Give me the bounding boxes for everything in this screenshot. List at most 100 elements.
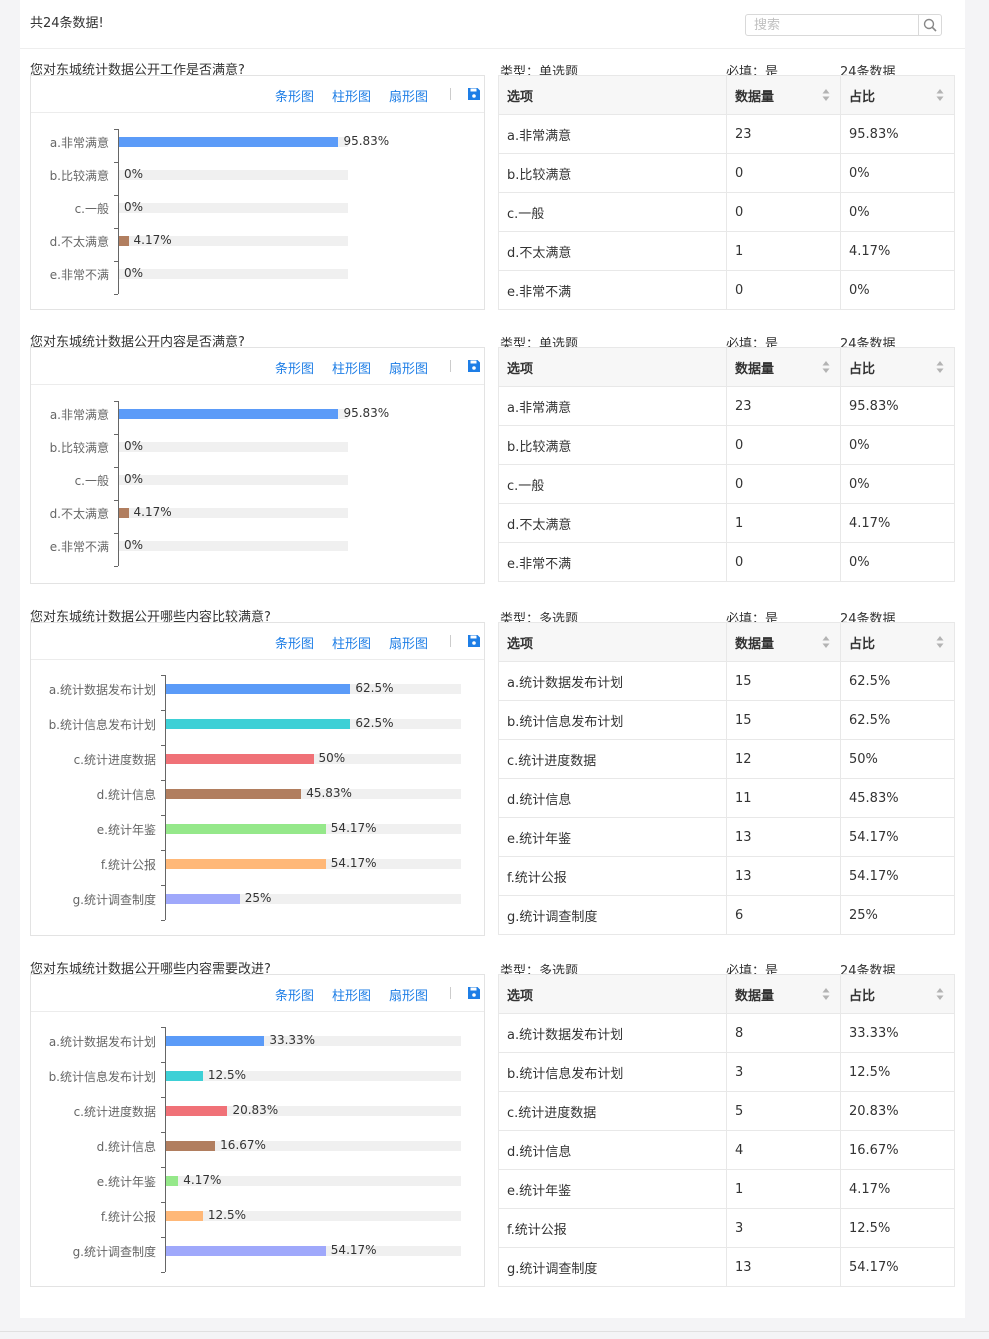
save-icon — [468, 88, 480, 100]
count-column-header[interactable]: 数据量 — [727, 975, 841, 1013]
axis-tick — [161, 744, 165, 746]
bar — [166, 1071, 203, 1081]
percent-column-header[interactable]: 占比 — [841, 623, 954, 661]
bar-category-label: c.一般 — [74, 202, 109, 216]
table-row: c.统计进度数据 5 20.83% — [499, 1092, 954, 1131]
download-chart-button[interactable] — [467, 633, 481, 647]
bar-category-label: c.统计进度数据 — [73, 753, 156, 767]
bar-value-label: 95.83% — [343, 134, 390, 148]
pie-chart-tab[interactable]: 扇形图 — [389, 90, 429, 105]
question-section: 您对东城统计数据公开哪些内容比较满意? 类型：多选题 必填：是 24条数据 条形图 柱形图… — [20, 606, 965, 940]
column-header-label: 数据量 — [735, 361, 775, 377]
search-box — [745, 14, 942, 36]
bar-category-label: a.统计数据发布计划 — [48, 1035, 156, 1049]
bar-category-label: d.不太满意 — [49, 507, 109, 521]
bar-category-label: b.统计信息发布计划 — [48, 1070, 156, 1084]
count-cell: 0 — [727, 271, 841, 310]
bar-chart-tab[interactable]: 条形图 — [275, 362, 315, 377]
sort-icon[interactable] — [822, 88, 830, 102]
bar-track — [119, 475, 348, 485]
table-row: g.统计调查制度 6 25% — [499, 896, 954, 935]
percent-column-header[interactable]: 占比 — [841, 975, 954, 1013]
question-section: 您对东城统计数据公开内容是否满意? 类型：单选题 必填：是 24条数据 条形图 柱形图 扇形… — [20, 331, 965, 588]
bar-chart-tab[interactable]: 条形图 — [275, 989, 315, 1004]
percent-cell: 25% — [849, 908, 878, 923]
option-cell: d.统计信息 — [499, 779, 727, 817]
bar-track — [119, 541, 348, 551]
sort-icon[interactable] — [936, 635, 944, 649]
bar-track — [119, 203, 348, 213]
column-header-label: 占比 — [849, 636, 876, 652]
axis-tick — [114, 433, 118, 435]
bar-value-label: 33.33% — [269, 1033, 316, 1047]
table-header-row: 选项 数据量 占比 — [499, 348, 954, 387]
column-header-label: 选项 — [507, 636, 534, 652]
bar-category-label: f.统计公报 — [100, 1210, 156, 1224]
download-chart-button[interactable] — [467, 358, 481, 372]
bar-track — [166, 1036, 461, 1046]
percent-cell: 62.5% — [849, 712, 891, 728]
column-chart-tab[interactable]: 柱形图 — [332, 989, 372, 1004]
count-column-header[interactable]: 数据量 — [727, 76, 841, 114]
column-header-label: 选项 — [507, 361, 534, 377]
bar — [119, 508, 129, 518]
table-header-row: 选项 数据量 占比 — [499, 76, 954, 115]
pie-chart-tab[interactable]: 扇形图 — [389, 362, 429, 377]
bar-category-label: f.统计公报 — [100, 858, 156, 872]
count-column-header[interactable]: 数据量 — [727, 348, 841, 386]
count-cell: 13 — [727, 857, 841, 895]
question-section: 您对东城统计数据公开工作是否满意? 类型：单选题 必填：是 24条数据 条形图 柱形图 扇形… — [20, 59, 965, 314]
search-button[interactable] — [918, 15, 941, 35]
sort-icon[interactable] — [936, 360, 944, 374]
percent-cell: 20.83% — [849, 1103, 899, 1119]
bar-category-label: e.统计年鉴 — [96, 823, 156, 837]
percent-cell: 12.5% — [849, 1064, 891, 1080]
sort-icon[interactable] — [822, 987, 830, 1001]
percent-cell: 95.83% — [849, 126, 899, 142]
column-chart-tab[interactable]: 柱形图 — [332, 637, 372, 652]
option-cell: a.非常满意 — [499, 115, 727, 153]
sort-icon[interactable] — [936, 88, 944, 102]
axis-tick — [114, 194, 118, 196]
axis-tick — [161, 849, 165, 851]
column-header-label: 选项 — [507, 89, 534, 105]
bar-category-label: e.非常不满 — [49, 540, 109, 554]
column-chart-tab[interactable]: 柱形图 — [332, 90, 372, 105]
bar-chart-tab[interactable]: 条形图 — [275, 637, 315, 652]
pie-chart-tab[interactable]: 扇形图 — [389, 637, 429, 652]
table-row: g.统计调查制度 13 54.17% — [499, 1248, 954, 1287]
bar-track — [119, 269, 348, 279]
table-row: e.非常不满 0 0% — [499, 543, 954, 582]
download-chart-button[interactable] — [467, 86, 481, 100]
chart-panel: 条形图 柱形图 扇形图 a.统计数据发布计划 62.5% b.统计信息发布计划 62.5% c… — [30, 622, 485, 936]
axis-tick — [114, 466, 118, 468]
option-cell: c.统计进度数据 — [499, 1092, 727, 1130]
percent-cell: 62.5% — [849, 673, 891, 689]
category-axis — [165, 674, 166, 920]
percent-column-header[interactable]: 占比 — [841, 348, 954, 386]
option-cell: b.比较满意 — [499, 426, 727, 464]
sort-icon[interactable] — [822, 635, 830, 649]
axis-tick — [114, 260, 118, 262]
axis-tick — [161, 1131, 165, 1133]
pie-chart-tab[interactable]: 扇形图 — [389, 989, 429, 1004]
search-input[interactable] — [746, 15, 926, 35]
axis-tick — [114, 499, 118, 501]
table-row: f.统计公报 13 54.17% — [499, 857, 954, 896]
sort-icon[interactable] — [936, 987, 944, 1001]
bar-value-label: 0% — [124, 200, 144, 214]
count-cell: 0 — [727, 193, 841, 231]
download-chart-button[interactable] — [467, 985, 481, 999]
count-column-header[interactable]: 数据量 — [727, 623, 841, 661]
column-header-label: 数据量 — [735, 636, 775, 652]
column-header-label: 占比 — [849, 89, 876, 105]
count-cell: 23 — [727, 115, 841, 153]
column-chart-tab[interactable]: 柱形图 — [332, 362, 372, 377]
bar-chart-tab[interactable]: 条形图 — [275, 90, 315, 105]
percent-column-header[interactable]: 占比 — [841, 76, 954, 114]
sort-icon[interactable] — [822, 360, 830, 374]
tab-divider — [450, 360, 451, 372]
bar-value-label: 45.83% — [306, 786, 352, 800]
bar-category-label: d.统计信息 — [96, 788, 156, 802]
axis-tick — [114, 128, 118, 130]
